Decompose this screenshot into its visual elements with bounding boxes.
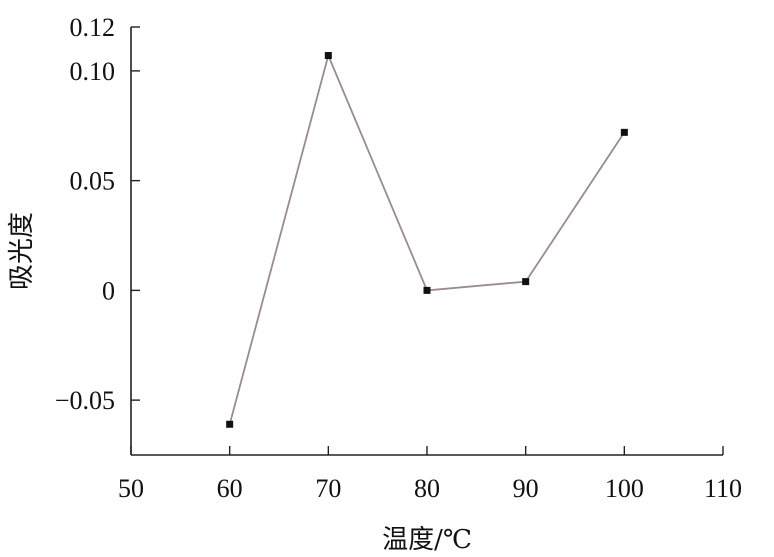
x-ticks: 50 60 70 80 90 100 110 [118, 446, 742, 503]
y-tick-label: −0.05 [55, 386, 115, 415]
y-tick-label: 0.12 [70, 13, 116, 42]
y-axis-title: 吸光度 [7, 212, 37, 290]
data-point [423, 286, 431, 294]
x-tick-label: 90 [513, 474, 539, 503]
x-tick-label: 100 [605, 474, 644, 503]
x-tick-label: 70 [315, 474, 341, 503]
data-point [620, 128, 628, 136]
x-tick-label: 110 [704, 474, 742, 503]
data-point [324, 52, 332, 60]
axes [130, 27, 723, 456]
data-point [522, 278, 530, 286]
plot-area [226, 52, 628, 428]
y-ticks: −0.05 0 0.05 0.10 0.12 [55, 13, 140, 415]
x-tick-label: 80 [414, 474, 440, 503]
series-line [228, 52, 626, 425]
x-tick-label: 60 [217, 474, 243, 503]
y-tick-label: 0.05 [70, 167, 116, 196]
y-tick-label: 0.10 [70, 57, 116, 86]
x-tick-label: 50 [118, 474, 144, 503]
x-axis-title: 温度/℃ [382, 525, 472, 555]
data-point [226, 420, 234, 428]
y-tick-label: 0 [102, 276, 115, 305]
